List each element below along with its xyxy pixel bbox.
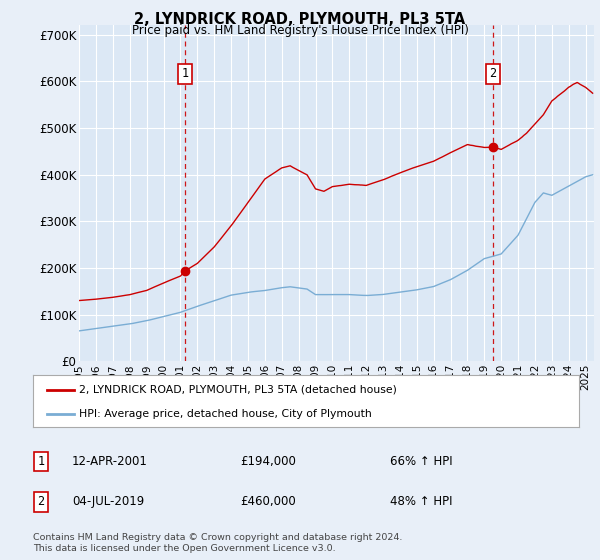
Text: 2, LYNDRICK ROAD, PLYMOUTH, PL3 5TA: 2, LYNDRICK ROAD, PLYMOUTH, PL3 5TA bbox=[134, 12, 466, 27]
Text: 12-APR-2001: 12-APR-2001 bbox=[72, 455, 148, 468]
Text: £194,000: £194,000 bbox=[240, 455, 296, 468]
Text: 66% ↑ HPI: 66% ↑ HPI bbox=[390, 455, 452, 468]
Text: £460,000: £460,000 bbox=[240, 495, 296, 508]
Text: 2: 2 bbox=[37, 495, 44, 508]
Text: 2, LYNDRICK ROAD, PLYMOUTH, PL3 5TA (detached house): 2, LYNDRICK ROAD, PLYMOUTH, PL3 5TA (det… bbox=[79, 385, 397, 395]
Text: 04-JUL-2019: 04-JUL-2019 bbox=[72, 495, 144, 508]
Text: 48% ↑ HPI: 48% ↑ HPI bbox=[390, 495, 452, 508]
Text: 1: 1 bbox=[182, 67, 189, 81]
Text: 2: 2 bbox=[490, 67, 496, 81]
Text: 1: 1 bbox=[37, 455, 44, 468]
Text: Price paid vs. HM Land Registry's House Price Index (HPI): Price paid vs. HM Land Registry's House … bbox=[131, 24, 469, 37]
Text: HPI: Average price, detached house, City of Plymouth: HPI: Average price, detached house, City… bbox=[79, 409, 372, 419]
Text: Contains HM Land Registry data © Crown copyright and database right 2024.
This d: Contains HM Land Registry data © Crown c… bbox=[33, 533, 403, 553]
